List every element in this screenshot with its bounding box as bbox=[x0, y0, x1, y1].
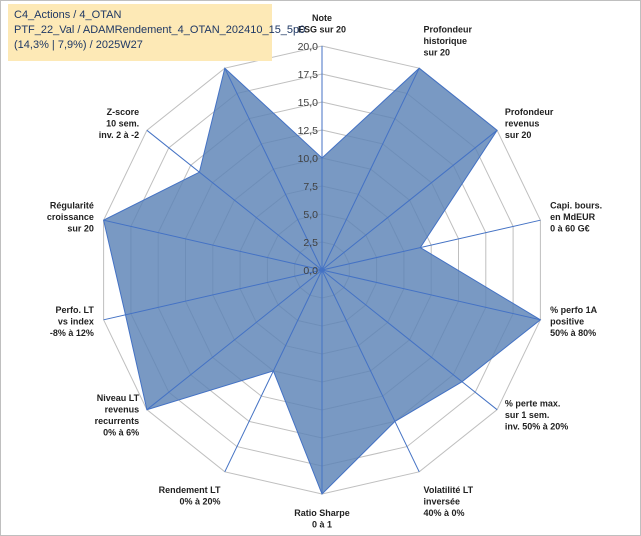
axis-label: % perfo 1A bbox=[550, 305, 598, 315]
axis-spoke bbox=[103, 219, 323, 271]
axis-label: historique bbox=[424, 36, 468, 46]
tick-label: 15,0 bbox=[298, 97, 319, 109]
axis-label: inv. 2 à -2 bbox=[99, 130, 139, 140]
axis-label: Z-score bbox=[107, 107, 140, 117]
tick-label: 2,5 bbox=[303, 237, 318, 249]
axis-label: ESG sur 20 bbox=[298, 25, 346, 35]
axis-label: inv. 50% à 20% bbox=[505, 422, 568, 432]
axis-label: 0% à 20% bbox=[179, 496, 220, 506]
axis-label: 40% à 0% bbox=[424, 508, 465, 518]
axis-label: revenus bbox=[505, 118, 540, 128]
axis-spoke bbox=[321, 269, 541, 321]
axis-spoke bbox=[321, 219, 541, 271]
tick-label: 10,0 bbox=[298, 153, 319, 165]
axis-label: positive bbox=[550, 316, 584, 326]
axis-label: sur 20 bbox=[424, 48, 451, 58]
axis-spoke bbox=[321, 129, 498, 271]
axis-label: sur 20 bbox=[505, 130, 532, 140]
axis-spoke bbox=[321, 269, 498, 411]
title-line-1: C4_Actions / 4_OTAN bbox=[14, 9, 122, 21]
axis-label: Niveau LT bbox=[97, 393, 140, 403]
axis-spoke bbox=[321, 269, 420, 473]
tick-label: 7,5 bbox=[303, 181, 318, 193]
axis-label: Volatilité LT bbox=[424, 485, 474, 495]
tick-label: 20,0 bbox=[298, 41, 319, 53]
axis-label: croissance bbox=[47, 212, 94, 222]
axis-label: Rendement LT bbox=[159, 485, 221, 495]
tick-label: 12,5 bbox=[298, 125, 319, 137]
axis-spoke bbox=[224, 67, 323, 271]
axis-spoke bbox=[146, 269, 323, 411]
axis-label: 0 à 60 G€ bbox=[550, 224, 590, 234]
axis-label: Régularité bbox=[50, 201, 94, 211]
axis-label: en MdEUR bbox=[550, 212, 596, 222]
axis-label: -8% à 12% bbox=[50, 328, 94, 338]
axis-label: recurrents bbox=[95, 416, 140, 426]
axis-spoke bbox=[321, 67, 420, 271]
axis-label: inversée bbox=[424, 496, 461, 506]
axis-label: 50% à 80% bbox=[550, 328, 596, 338]
axis-spoke bbox=[224, 269, 323, 473]
axis-label: vs index bbox=[58, 316, 94, 326]
tick-label: 0,0 bbox=[303, 265, 318, 277]
chart-title-box: C4_Actions / 4_OTAN PTF_22_Val / ADAMRen… bbox=[8, 4, 306, 61]
axis-label: Profondeur bbox=[424, 25, 473, 35]
title-line-2: PTF_22_Val / ADAMRendement_4_OTAN_202410… bbox=[14, 24, 306, 36]
axis-label: 0% à 6% bbox=[103, 427, 139, 437]
tick-label: 5,0 bbox=[303, 209, 318, 221]
axis-spoke bbox=[146, 129, 323, 271]
axis-label: Perfo. LT bbox=[56, 305, 95, 315]
axis-label: 10 sem. bbox=[106, 118, 139, 128]
axis-label: % perte max. bbox=[505, 399, 561, 409]
axis-label: sur 20 bbox=[67, 224, 94, 234]
axis-label: revenus bbox=[105, 404, 140, 414]
axis-label: sur 1 sem. bbox=[505, 410, 550, 420]
axis-label: Note bbox=[312, 13, 332, 23]
axis-label: Profondeur bbox=[505, 107, 554, 117]
title-line-3: (14,3% | 7,9%) / 2025W27 bbox=[14, 39, 143, 51]
axis-label: Capi. bours. bbox=[550, 201, 602, 211]
axis-spoke bbox=[103, 269, 323, 321]
axis-label: 0 à 1 bbox=[312, 520, 332, 530]
axis-label: Ratio Sharpe bbox=[294, 508, 350, 518]
tick-label: 17,5 bbox=[298, 69, 319, 81]
